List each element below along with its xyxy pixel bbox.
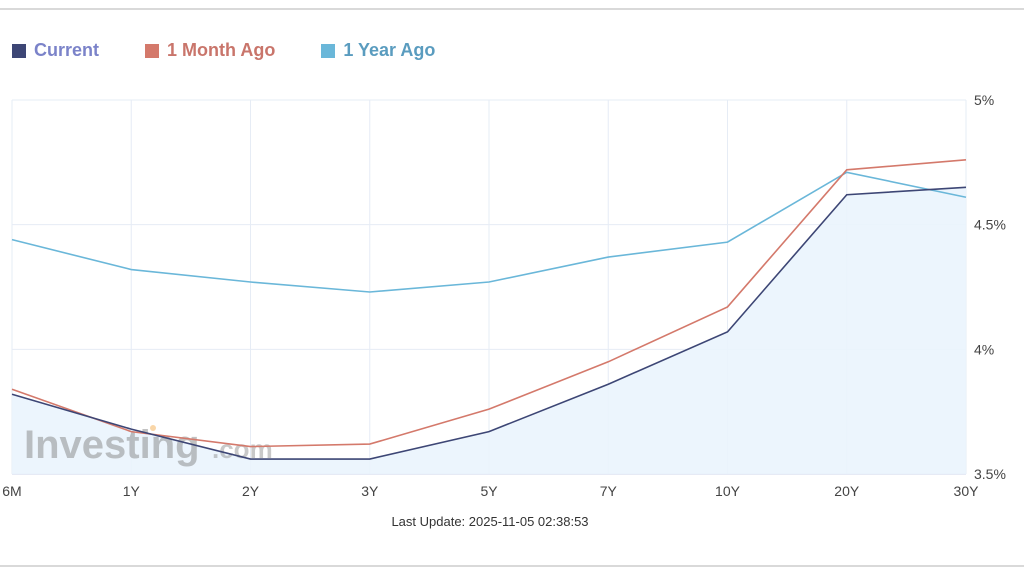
chart-legend: Current 1 Month Ago 1 Year Ago	[12, 40, 435, 61]
legend-item-1-year-ago[interactable]: 1 Year Ago	[321, 40, 435, 61]
investing-watermark-logo: Investing .com	[24, 423, 273, 467]
legend-item-current[interactable]: Current	[12, 40, 99, 61]
x-tick-label: 1Y	[123, 483, 141, 499]
y-tick-label: 4.5%	[974, 217, 1006, 233]
current-swatch-icon	[12, 43, 26, 58]
legend-label: 1 Year Ago	[343, 40, 436, 60]
series-line-1-month-ago[interactable]	[11, 159, 967, 448]
top-divider	[0, 8, 1024, 10]
x-tick-label: 2Y	[242, 483, 260, 499]
x-tick-label: 10Y	[715, 483, 741, 499]
y-tick-label: 3.5%	[974, 466, 1006, 482]
y-tick-label: 5%	[974, 92, 994, 108]
svg-text:Investing: Investing	[24, 423, 200, 467]
x-tick-label: 20Y	[834, 483, 860, 499]
last-update-text: Last Update: 2025-11-05 02:38:53	[391, 514, 589, 529]
current-area-fill	[12, 187, 966, 474]
bottom-divider	[0, 565, 1024, 567]
x-tick-label: 30Y	[954, 483, 980, 499]
x-tick-label: 3Y	[361, 483, 379, 499]
series-line-1-year-ago[interactable]	[11, 171, 967, 293]
legend-label: Current	[34, 40, 100, 60]
legend-item-1-month-ago[interactable]: 1 Month Ago	[145, 40, 275, 61]
x-tick-label: 5Y	[480, 483, 498, 499]
month-swatch-icon	[145, 43, 160, 58]
x-tick-label: 6M	[2, 483, 21, 499]
x-tick-label: 7Y	[600, 483, 618, 499]
y-tick-label: 4%	[974, 341, 994, 357]
year-swatch-icon	[321, 43, 336, 58]
series-line-current[interactable]	[11, 186, 967, 460]
legend-label: 1 Month Ago	[167, 40, 276, 60]
